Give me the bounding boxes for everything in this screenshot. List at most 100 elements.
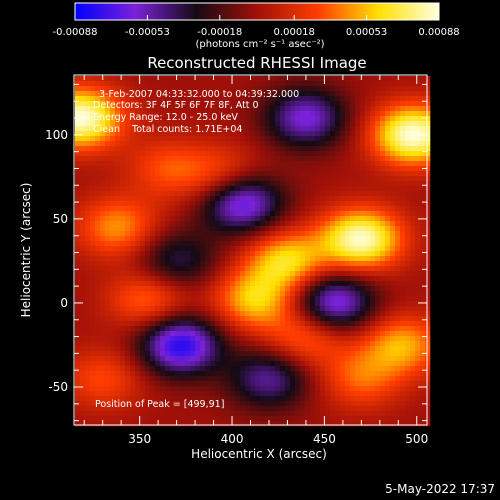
heatmap-cell <box>340 206 346 212</box>
heatmap-cell <box>320 241 326 247</box>
heatmap-cell <box>315 186 321 192</box>
heatmap-cell <box>130 381 136 387</box>
heatmap-cell <box>185 361 191 367</box>
heatmap-cell <box>115 421 121 427</box>
heatmap-cell <box>170 316 176 322</box>
heatmap-cell <box>345 181 351 187</box>
heatmap-cell <box>265 196 271 202</box>
heatmap-cell <box>155 256 161 262</box>
heatmap-cell <box>355 156 361 162</box>
heatmap-cell <box>125 176 131 182</box>
heatmap-cell <box>370 401 376 407</box>
heatmap-cell <box>240 91 246 97</box>
heatmap-cell <box>210 326 216 332</box>
heatmap-cell <box>350 351 356 357</box>
heatmap-cell <box>75 146 81 152</box>
heatmap-cell <box>345 266 351 272</box>
heatmap-cell <box>265 366 271 372</box>
heatmap-cell <box>320 156 326 162</box>
heatmap-cell <box>260 161 266 167</box>
heatmap-cell <box>410 411 416 417</box>
heatmap-cell <box>120 231 126 237</box>
heatmap-cell <box>90 416 96 422</box>
heatmap-cell <box>85 396 91 402</box>
heatmap-cell <box>370 356 376 362</box>
heatmap-cell <box>145 136 151 142</box>
heatmap-cell <box>290 281 296 287</box>
heatmap-cell <box>425 261 431 267</box>
heatmap-cell <box>255 401 261 407</box>
heatmap-cell <box>200 346 206 352</box>
heatmap-cell <box>185 266 191 272</box>
heatmap-cell <box>165 176 171 182</box>
heatmap-cell <box>110 111 116 117</box>
heatmap-cell <box>315 361 321 367</box>
heatmap-cell <box>345 416 351 422</box>
heatmap-cell <box>170 131 176 137</box>
heatmap-cell <box>170 151 176 157</box>
heatmap-cell <box>330 231 336 237</box>
heatmap-cell <box>105 316 111 322</box>
heatmap-cell <box>410 336 416 342</box>
heatmap-cell <box>100 101 106 107</box>
heatmap-cell <box>240 331 246 337</box>
heatmap-cell <box>195 351 201 357</box>
heatmap-cell <box>220 166 226 172</box>
heatmap-cell <box>190 196 196 202</box>
heatmap-cell <box>220 266 226 272</box>
heatmap-cell <box>220 376 226 382</box>
heatmap-cell <box>220 111 226 117</box>
heatmap-cell <box>215 151 221 157</box>
heatmap-cell <box>325 161 331 167</box>
heatmap-cell <box>375 96 381 102</box>
heatmap-cell <box>80 166 86 172</box>
heatmap-cell <box>380 206 386 212</box>
heatmap-cell <box>120 236 126 242</box>
heatmap-cell <box>230 146 236 152</box>
heatmap-cell <box>295 371 301 377</box>
heatmap-cell <box>75 306 81 312</box>
heatmap-cell <box>420 346 426 352</box>
heatmap-cell <box>290 331 296 337</box>
heatmap-cell <box>410 286 416 292</box>
heatmap-cell <box>95 126 101 132</box>
heatmap-cell <box>220 206 226 212</box>
heatmap-cell <box>135 296 141 302</box>
heatmap-cell <box>305 206 311 212</box>
heatmap-cell <box>330 261 336 267</box>
heatmap-cell <box>420 206 426 212</box>
heatmap-cell <box>365 246 371 252</box>
heatmap-cell <box>100 161 106 167</box>
heatmap-cell <box>260 166 266 172</box>
heatmap-cell <box>400 356 406 362</box>
heatmap-cell <box>395 191 401 197</box>
heatmap-cell <box>215 386 221 392</box>
heatmap-cell <box>350 311 356 317</box>
heatmap-cell <box>210 311 216 317</box>
heatmap-cell <box>190 251 196 257</box>
heatmap-cell <box>280 86 286 92</box>
heatmap-cell <box>125 381 131 387</box>
heatmap-cell <box>225 116 231 122</box>
heatmap-cell <box>135 101 141 107</box>
heatmap-cell <box>75 311 81 317</box>
heatmap-cell <box>215 401 221 407</box>
heatmap-cell <box>340 261 346 267</box>
heatmap-cell <box>75 391 81 397</box>
heatmap-cell <box>330 296 336 302</box>
heatmap-cell <box>265 396 271 402</box>
heatmap-cell <box>175 76 181 82</box>
heatmap-cell <box>95 331 101 337</box>
heatmap-cell <box>245 421 251 427</box>
heatmap-cell <box>350 211 356 217</box>
heatmap-cell <box>205 231 211 237</box>
heatmap-cell <box>360 336 366 342</box>
heatmap-cell <box>230 111 236 117</box>
heatmap-cell <box>115 336 121 342</box>
heatmap-cell <box>155 91 161 97</box>
heatmap-cell <box>290 386 296 392</box>
heatmap-cell <box>245 411 251 417</box>
heatmap-cell <box>330 111 336 117</box>
heatmap-cell <box>340 196 346 202</box>
heatmap-cell <box>225 151 231 157</box>
